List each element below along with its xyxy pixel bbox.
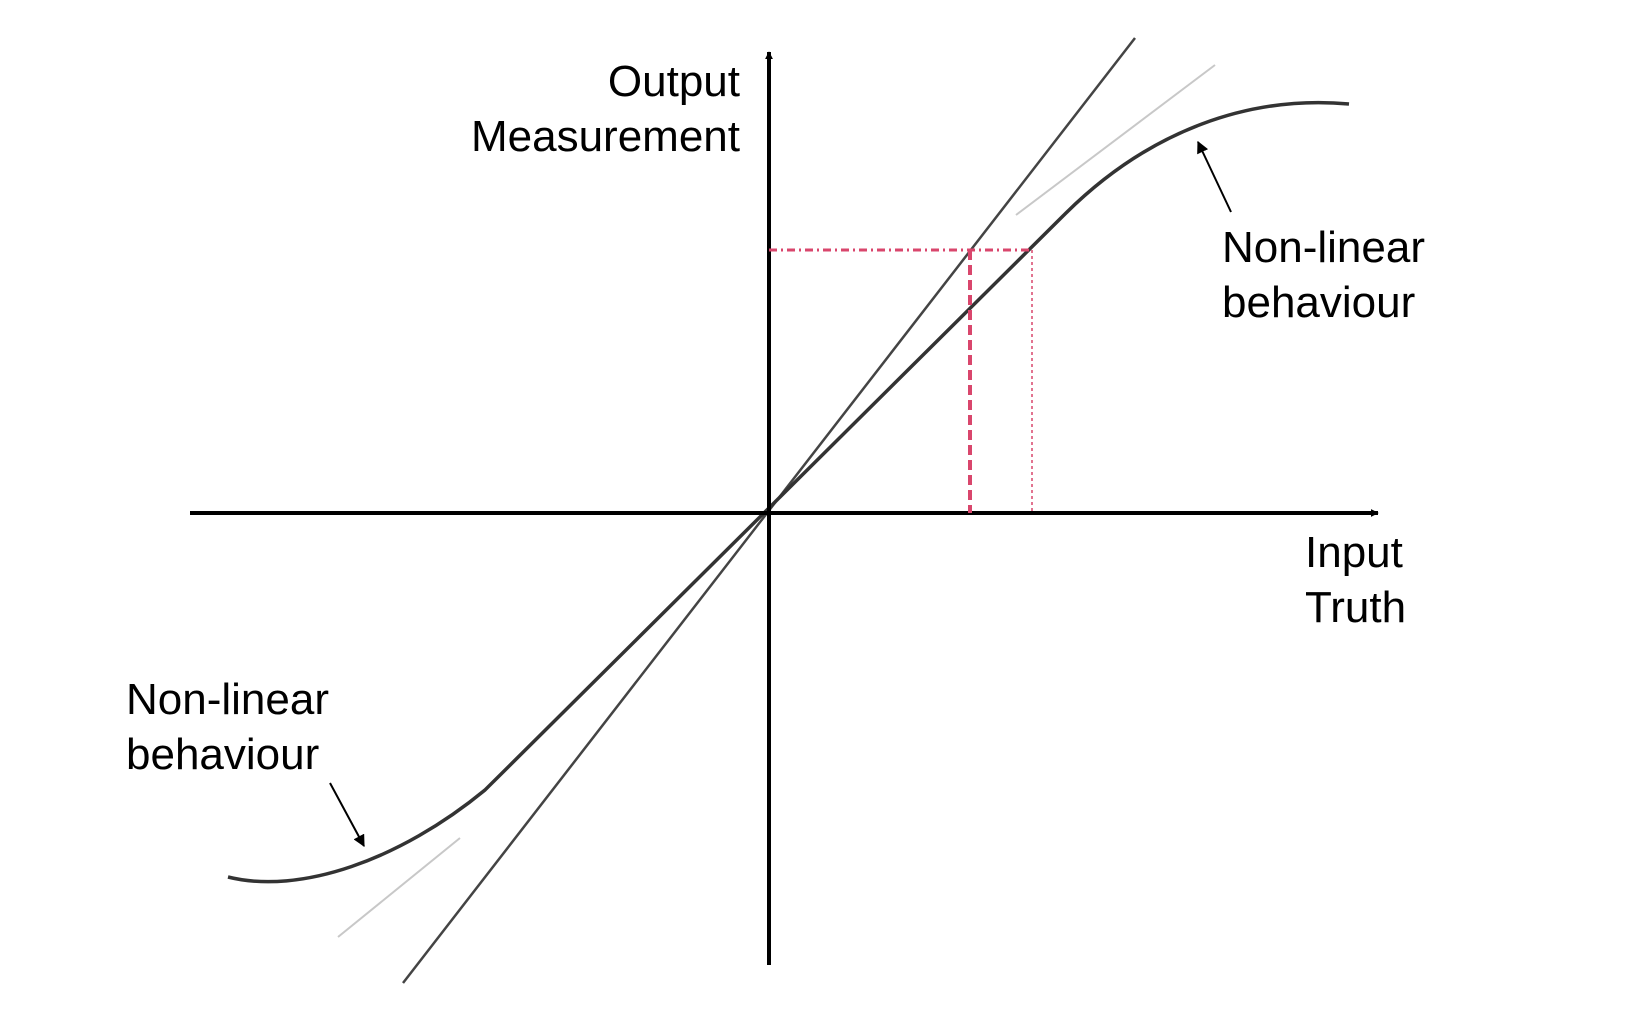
lower-annotation-arrow — [329, 782, 365, 848]
y-axis-label-line1: Output — [608, 57, 740, 106]
upper-annotation-label-line2: behaviour — [1222, 278, 1415, 327]
x-axis-label-line2: Truth — [1305, 583, 1406, 632]
response-curve — [227, 100, 1350, 884]
upper-tangent-guide — [1015, 64, 1216, 216]
lower-annotation-label-line2: behaviour — [126, 730, 319, 779]
upper-annotation-arrow — [1197, 140, 1232, 213]
lower-tangent-guide — [337, 837, 461, 938]
lower-annotation-label-line1: Non-linear — [126, 675, 329, 724]
upper-annotation-label-line1: Non-linear — [1222, 223, 1425, 272]
y-axis-label-line2: Measurement — [471, 112, 740, 161]
x-axis-label-line1: Input — [1305, 528, 1403, 577]
